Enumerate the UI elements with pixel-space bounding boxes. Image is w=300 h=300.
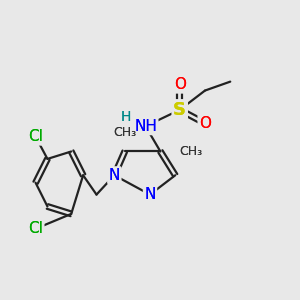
Text: NH: NH xyxy=(134,119,157,134)
Text: N: N xyxy=(144,187,156,202)
Text: CH₃: CH₃ xyxy=(180,145,203,158)
Text: H: H xyxy=(120,110,131,124)
Text: O: O xyxy=(174,77,186,92)
Text: Cl: Cl xyxy=(28,129,43,144)
Text: CH₃: CH₃ xyxy=(113,126,136,139)
Text: H: H xyxy=(120,110,131,124)
Text: N: N xyxy=(109,168,120,183)
Text: CH₃: CH₃ xyxy=(113,126,136,139)
Text: CH₃: CH₃ xyxy=(180,145,203,158)
Text: Cl: Cl xyxy=(28,129,43,144)
Text: O: O xyxy=(199,116,211,131)
Text: CH₃: CH₃ xyxy=(180,145,203,158)
Text: Cl: Cl xyxy=(28,129,43,144)
Text: N: N xyxy=(109,168,120,183)
Text: Cl: Cl xyxy=(28,221,43,236)
Text: S: S xyxy=(173,101,186,119)
Text: O: O xyxy=(199,116,211,131)
Text: NH: NH xyxy=(134,119,157,134)
Text: S: S xyxy=(173,101,186,119)
Text: S: S xyxy=(173,101,186,119)
Text: CH₃: CH₃ xyxy=(113,126,136,139)
Text: NH: NH xyxy=(134,119,157,134)
Text: O: O xyxy=(199,116,211,131)
Text: N: N xyxy=(144,187,156,202)
Text: O: O xyxy=(174,77,186,92)
Text: H: H xyxy=(120,110,131,124)
Text: N: N xyxy=(109,168,120,183)
Text: Cl: Cl xyxy=(28,221,43,236)
Text: O: O xyxy=(174,77,186,92)
Text: Cl: Cl xyxy=(28,221,43,236)
Text: N: N xyxy=(144,187,156,202)
